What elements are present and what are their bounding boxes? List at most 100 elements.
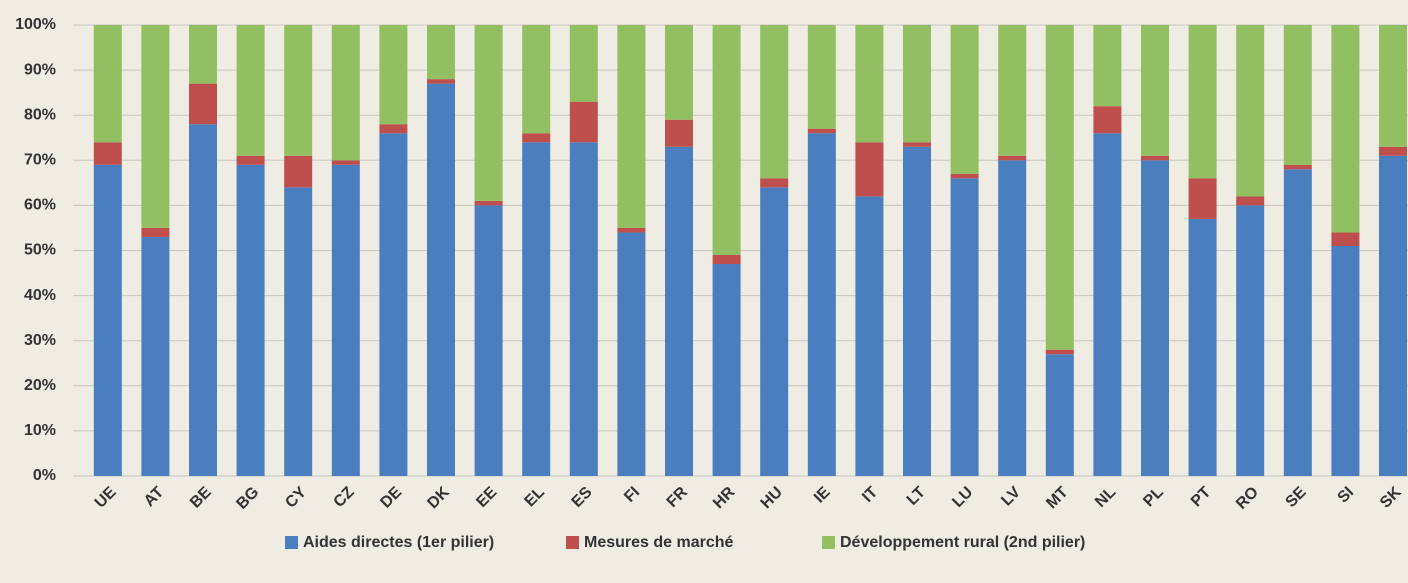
x-tick-label: IE	[811, 484, 834, 507]
bar-segment	[1236, 205, 1265, 476]
bar-segment	[1188, 178, 1217, 219]
bar-segment	[903, 25, 931, 143]
legend-swatch	[822, 536, 835, 549]
bar-segment	[1045, 25, 1074, 350]
bar-segment	[474, 200, 503, 206]
bar-segment	[427, 25, 455, 80]
bar-segment	[617, 25, 646, 228]
x-tick-label: MT	[1043, 484, 1072, 513]
bar-segment	[998, 25, 1027, 156]
x-tick-label: FR	[664, 483, 691, 510]
x-tick-label: IT	[859, 484, 881, 506]
bar-segment	[93, 25, 122, 143]
bar-segment	[712, 255, 741, 265]
bar-segment	[331, 164, 360, 476]
x-tick-label: SI	[1334, 484, 1357, 507]
legend-swatch	[566, 536, 579, 549]
bar-segment	[1236, 196, 1265, 206]
bar-segment	[950, 178, 979, 476]
bar-segment	[807, 133, 836, 477]
bar-segment	[1331, 245, 1360, 476]
bar-segment	[903, 142, 931, 147]
bar-segment	[712, 264, 741, 476]
y-tick-label: 60%	[24, 197, 56, 214]
bar-segment	[284, 187, 313, 477]
bar-segment	[1236, 25, 1265, 197]
bar-segment	[93, 142, 122, 165]
bar-segment	[1093, 133, 1122, 477]
x-tick-label: ES	[568, 484, 595, 511]
bar-segment	[807, 128, 836, 134]
bar-segment	[1283, 25, 1312, 165]
bar-segment	[427, 83, 455, 476]
bar-segment	[760, 178, 789, 188]
bar-segment	[1188, 25, 1217, 179]
x-tick-label: BE	[187, 484, 215, 512]
y-tick-label: 90%	[24, 61, 56, 78]
x-tick-label: CZ	[331, 484, 358, 511]
x-tick-label: LU	[949, 484, 976, 511]
bar-segment	[569, 25, 598, 102]
y-tick-label: 30%	[24, 332, 56, 349]
bar-segment	[1045, 354, 1074, 476]
bar-segment	[1188, 218, 1217, 476]
bar-segment	[617, 232, 646, 476]
y-tick-label: 50%	[24, 242, 56, 259]
bar-segment	[522, 133, 551, 143]
y-tick-label: 80%	[24, 106, 56, 123]
y-tick-label: 100%	[15, 16, 56, 33]
bar-segment	[1141, 25, 1169, 156]
x-tick-label: LV	[998, 484, 1024, 510]
bar-segment	[760, 187, 789, 477]
x-tick-label: HR	[710, 483, 739, 512]
x-tick-label: BG	[233, 484, 262, 513]
legend-label: Mesures de marché	[584, 534, 734, 551]
x-tick-label: FI	[621, 484, 643, 506]
legend-swatch	[285, 536, 298, 549]
bar-segment	[474, 205, 503, 476]
x-tick-label: PT	[1188, 484, 1215, 511]
bar-segment	[1379, 155, 1407, 477]
bar-segment	[236, 25, 265, 156]
bar-segment	[284, 25, 313, 156]
x-tick-label: HU	[758, 484, 786, 512]
bar-segment	[141, 25, 170, 228]
bar-segment	[665, 146, 693, 476]
x-tick-label: UE	[92, 484, 120, 512]
bar-segment	[950, 173, 979, 179]
bar-segment	[855, 142, 884, 197]
x-tick-label: LT	[904, 484, 929, 509]
bar-segment	[236, 164, 265, 476]
bar-segment	[189, 25, 217, 84]
x-tick-label: AT	[141, 484, 167, 510]
y-tick-label: 70%	[24, 152, 56, 169]
bar-segment	[903, 146, 931, 476]
bar-segment	[855, 25, 884, 143]
bar-segment	[331, 160, 360, 165]
bar-segment	[474, 25, 503, 201]
legend-label: Aides directes (1er pilier)	[303, 534, 494, 551]
x-tick-label: EE	[473, 484, 500, 511]
x-tick-label: RO	[1233, 484, 1262, 513]
y-tick-label: 20%	[24, 377, 56, 394]
bar-segment	[1093, 25, 1122, 107]
bar-segment	[617, 227, 646, 233]
y-tick-label: 40%	[24, 287, 56, 304]
bar-segment	[1379, 146, 1407, 156]
bar-segment	[522, 142, 551, 476]
bar-segment	[379, 25, 408, 125]
bar-segment	[950, 25, 979, 174]
bar-segment	[807, 25, 836, 129]
bar-segment	[379, 133, 408, 477]
y-tick-label: 10%	[24, 422, 56, 439]
bar-segment	[1141, 155, 1169, 161]
bar-segment	[1331, 25, 1360, 233]
bar-segment	[427, 79, 455, 84]
bar-segment	[284, 155, 313, 188]
bar-segment	[379, 124, 408, 134]
x-tick-label: SE	[1282, 484, 1309, 511]
bar-segment	[189, 124, 217, 476]
x-tick-label: NL	[1092, 484, 1119, 511]
x-tick-label: CY	[282, 484, 310, 512]
